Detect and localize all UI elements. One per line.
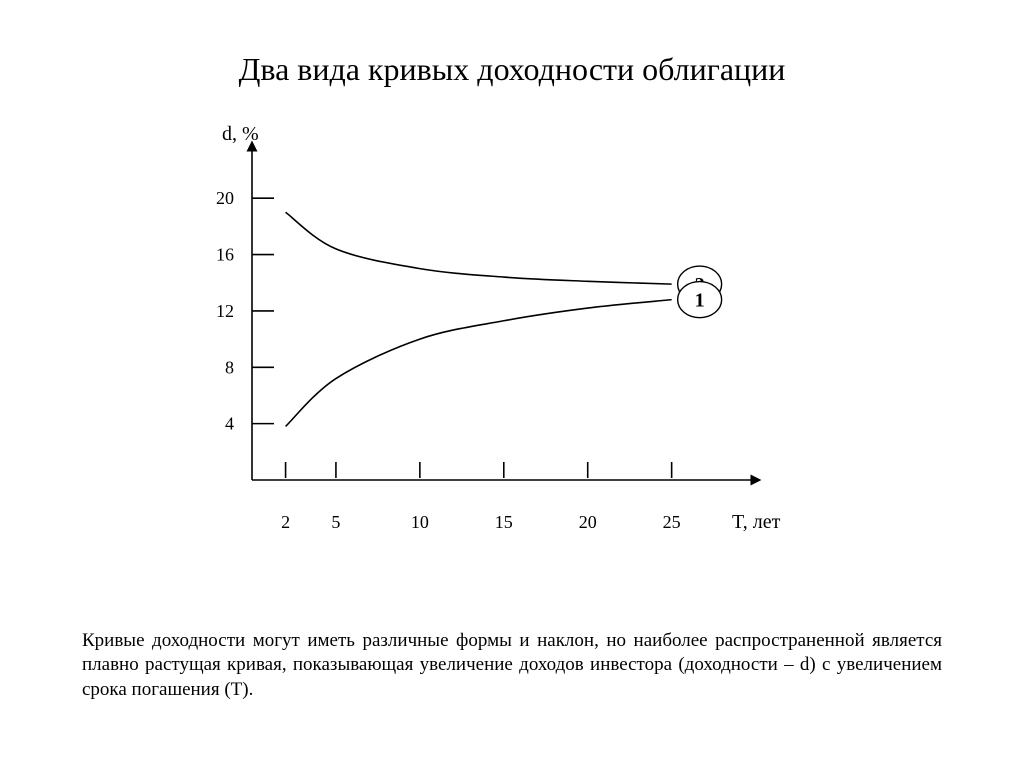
y-tick-label: 8	[225, 357, 234, 377]
caption-text: Кривые доходности могут иметь различные …	[82, 629, 942, 702]
page-title: Два вида кривых доходности облигации	[0, 51, 1024, 88]
curve-1	[286, 300, 672, 427]
curve-2	[286, 212, 672, 284]
y-axis-label: d, %	[222, 123, 259, 145]
x-tick-label: 25	[663, 512, 681, 532]
yield-curve-chart: d, %T, лет48121620251015202521	[162, 110, 862, 590]
y-tick-label: 20	[216, 188, 234, 208]
x-tick-label: 10	[411, 512, 429, 532]
y-tick-label: 4	[225, 414, 234, 434]
x-tick-label: 20	[579, 512, 597, 532]
x-axis-label: T, лет	[732, 511, 781, 533]
slide: { "title": "Два вида кривых доходности о…	[0, 0, 1024, 768]
y-tick-label: 12	[216, 301, 234, 321]
y-tick-label: 16	[216, 245, 234, 265]
x-tick-label: 5	[331, 512, 340, 532]
x-tick-label: 15	[495, 512, 513, 532]
curve-1-label: 1	[695, 290, 705, 312]
x-tick-label: 2	[281, 512, 290, 532]
